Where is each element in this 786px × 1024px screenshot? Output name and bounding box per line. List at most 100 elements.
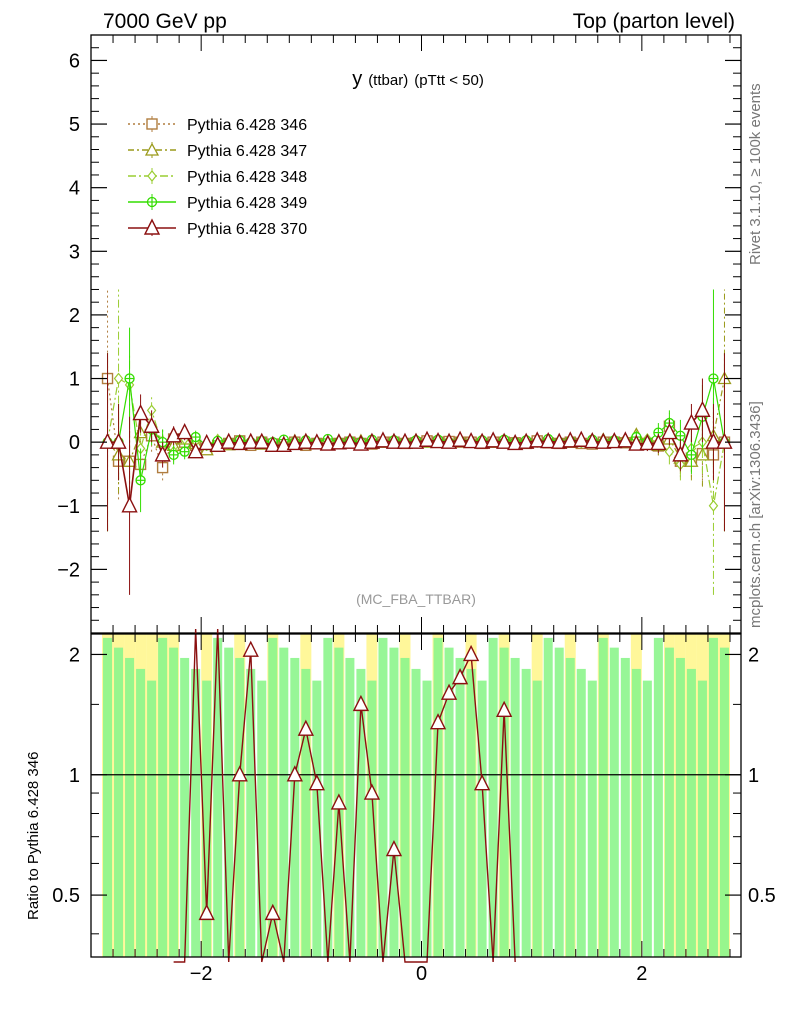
ratio-uncertainty-band-inner — [631, 668, 641, 957]
data-point — [352, 434, 370, 451]
data-point — [374, 431, 392, 448]
ratio-uncertainty-band-inner — [257, 680, 267, 957]
x-tick-label: 0 — [416, 963, 427, 985]
ratio-uncertainty-band-inner — [477, 680, 487, 957]
legend-entry: Pythia 6.428 346 — [128, 116, 307, 134]
ratio-uncertainty-band-inner — [235, 657, 245, 957]
ratio-uncertainty-band-inner — [378, 637, 388, 957]
data-point — [694, 400, 711, 418]
plot-title-main: y — [352, 68, 362, 90]
data-point — [154, 445, 171, 462]
legend-swatch-marker — [144, 142, 160, 156]
data-point — [264, 435, 281, 453]
y-tick-label: 2 — [69, 305, 80, 327]
ratio-plot-panel: 0.5 0.5 1 1 2 2 −2 0 2 Ratio to Pythia 6.428 346 — [25, 628, 776, 985]
ratio-uncertainty-band-inner — [147, 680, 157, 957]
data-point — [319, 434, 336, 451]
plot-title-sub: (ttbar) — [368, 72, 408, 89]
data-point — [716, 432, 733, 449]
data-point — [341, 432, 359, 449]
legend-entry: Pythia 6.428 370 — [128, 218, 307, 238]
data-point — [639, 433, 656, 451]
data-point — [132, 403, 149, 421]
legend-label: Pythia 6.428 348 — [187, 169, 307, 186]
ratio-data-point — [473, 774, 491, 791]
ratio-uncertainty-band-inner — [356, 668, 366, 957]
ratio-y-tick-label: 2 — [69, 644, 80, 666]
ratio-uncertainty-band-inner — [279, 647, 289, 957]
data-point — [308, 433, 325, 450]
data-point — [168, 449, 179, 461]
ratio-uncertainty-band-inner — [411, 668, 421, 957]
ratio-uncertainty-band-inner — [455, 657, 465, 957]
data-point — [429, 431, 447, 449]
ratio-uncertainty-band-inner — [169, 647, 179, 957]
legend-swatch-marker — [143, 218, 161, 235]
data-point — [407, 432, 425, 449]
ratio-plot-axes: 0.5 0.5 1 1 2 2 −2 0 2 — [52, 634, 776, 985]
ratio-uncertainty-band-inner — [114, 647, 124, 957]
data-point — [440, 432, 458, 449]
ratio-data-point — [451, 668, 469, 685]
y-tick-label: 6 — [69, 50, 80, 72]
ratio-uncertainty-band-inner — [642, 680, 652, 957]
ratio-data-point — [363, 783, 381, 800]
data-point — [708, 373, 719, 384]
ratio-y-tick-label: 1 — [69, 765, 80, 787]
y-tick-label: 1 — [69, 369, 80, 391]
legend-entry: Pythia 6.428 349 — [128, 194, 307, 212]
ratio-uncertainty-band-inner — [719, 647, 729, 957]
data-point — [686, 449, 697, 461]
ratio-uncertainty-band-inner — [103, 637, 113, 957]
data-point — [242, 432, 259, 449]
ratio-uncertainty-band-inner — [466, 668, 476, 957]
header-left-label: 7000 GeV pp — [103, 10, 227, 33]
data-point — [220, 432, 237, 449]
data-point — [451, 430, 469, 447]
ratio-data-point — [198, 903, 215, 921]
ratio-data-point — [286, 765, 303, 782]
ratio-uncertainty-band-inner — [444, 647, 454, 957]
ratio-data-point — [385, 839, 403, 857]
ratio-uncertainty-band-inner — [433, 637, 443, 957]
ratio-uncertainty-band-inner — [422, 680, 432, 957]
ratio-uncertainty-band-inner — [576, 668, 586, 957]
ratio-y-tick-label: 0.5 — [52, 885, 80, 907]
data-point — [518, 432, 535, 449]
y-tick-label: −1 — [57, 496, 80, 518]
ratio-uncertainty-band-inner — [125, 657, 135, 957]
data-point — [99, 432, 116, 449]
data-point — [297, 432, 314, 449]
ratio-uncertainty-band-inner — [213, 637, 223, 957]
data-point — [418, 430, 436, 447]
ratio-data-point — [264, 903, 281, 921]
data-point — [396, 432, 414, 449]
ratio-uncertainty-band-inner — [400, 657, 410, 957]
y-tick-label: 5 — [69, 114, 80, 136]
data-point — [275, 435, 292, 453]
ratio-data-point — [429, 713, 447, 730]
ratio-uncertainty-band-inner — [653, 637, 663, 957]
ratio-uncertainty-band-inner — [345, 657, 355, 957]
header-right-label: Top (parton level) — [573, 10, 735, 33]
ratio-data-point — [496, 700, 513, 717]
main-plot-data-layer — [99, 289, 733, 595]
ratio-uncertainty-band-inner — [136, 668, 146, 957]
main-plot-frame — [90, 34, 742, 634]
ratio-data-point — [440, 683, 458, 700]
data-point — [473, 432, 491, 449]
data-point — [708, 499, 719, 512]
data-point — [198, 433, 215, 451]
ratio-uncertainty-band-inner — [180, 657, 190, 957]
ratio-uncertainty-band-inner — [389, 647, 399, 957]
main-plot-axes: −2 −1 0 1 2 3 4 5 6 — [57, 35, 741, 633]
ratio-data-point — [242, 640, 259, 657]
y-tick-label: 4 — [69, 178, 80, 200]
y-tick-label: 3 — [69, 241, 80, 263]
y-tick-label: 0 — [69, 432, 80, 454]
data-point — [484, 431, 502, 448]
data-point — [606, 431, 623, 449]
ratio-y-axis-label: Ratio to Pythia 6.428 346 — [25, 752, 42, 920]
y-tick-label: −2 — [57, 559, 80, 581]
data-point — [529, 431, 546, 448]
